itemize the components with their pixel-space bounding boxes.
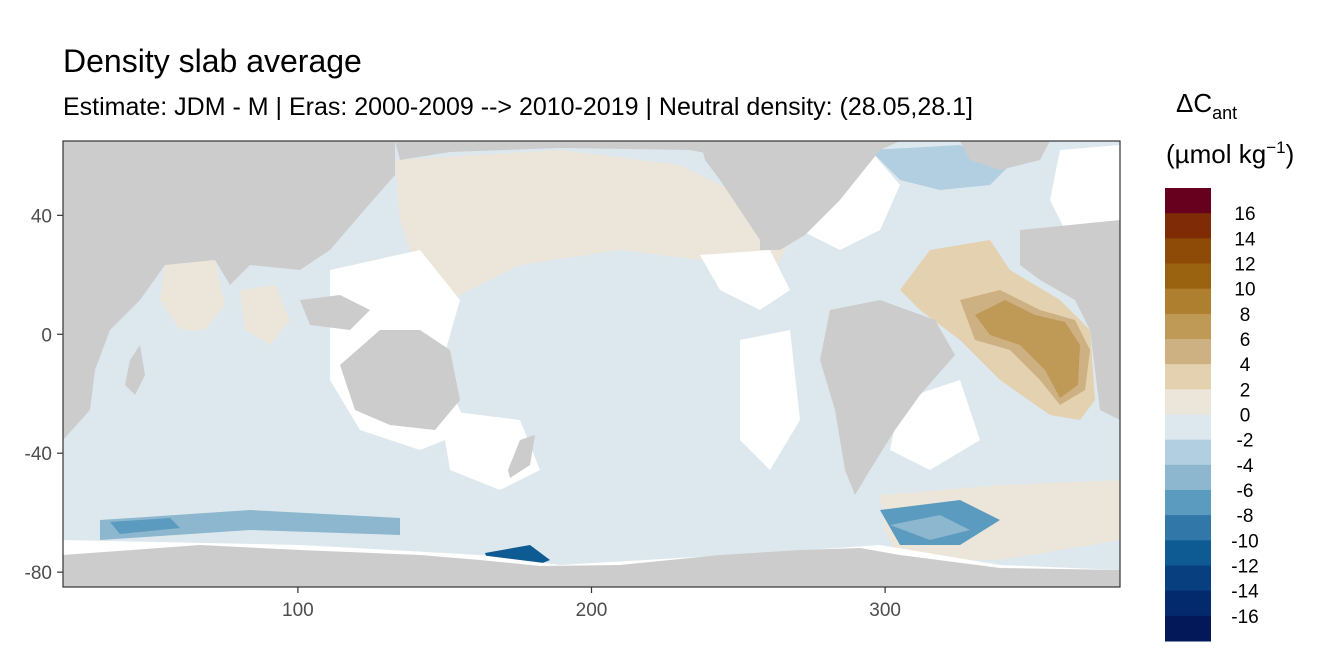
map-layer	[63, 141, 1120, 587]
chart-subtitle: Estimate: JDM - M | Eras: 2000-2009 --> …	[63, 93, 973, 121]
legend-label: 0	[1240, 406, 1251, 427]
legend-color-step	[1165, 590, 1211, 617]
legend-label: 10	[1234, 280, 1255, 301]
legend-color-step	[1165, 213, 1211, 239]
land-madagascar	[125, 345, 145, 395]
legend-label: -4	[1237, 456, 1254, 477]
legend-color-step	[1165, 615, 1211, 642]
legend-label: -2	[1237, 431, 1254, 452]
land-africa-west	[1020, 220, 1120, 420]
legend-color-step	[1165, 263, 1211, 290]
x-tick-label: 100	[282, 600, 314, 621]
legend-label: 12	[1234, 255, 1255, 276]
chart-title: Density slab average	[63, 43, 362, 79]
legend-color-step	[1165, 238, 1211, 264]
land-maritime-continent	[300, 295, 370, 330]
legend-color-step	[1165, 439, 1211, 466]
legend: ΔCant (µmol kg−1) 16 14 12 10 8 6 4 2 0 -2 -4 -6 -8 -…	[1165, 88, 1294, 642]
legend-label: 6	[1240, 330, 1251, 351]
legend-label: -10	[1231, 531, 1258, 552]
southern-indian-negative	[100, 510, 400, 540]
legend-label: -6	[1237, 481, 1254, 502]
legend-label: 16	[1234, 204, 1255, 225]
legend-label: 4	[1240, 355, 1251, 376]
legend-color-step	[1165, 313, 1211, 340]
legend-label: -14	[1231, 582, 1259, 603]
x-tick-label: 200	[576, 600, 608, 621]
land-australia	[340, 330, 460, 430]
y-tick-label: -80	[25, 563, 52, 584]
land-north-america	[700, 141, 900, 250]
north-indian-region	[160, 260, 225, 330]
land-greenland	[960, 141, 1050, 170]
legend-label: 8	[1240, 305, 1251, 326]
north-pacific-region	[395, 150, 790, 300]
legend-color-step	[1165, 339, 1211, 365]
land-south-america	[820, 300, 955, 495]
legend-color-step	[1165, 414, 1211, 441]
land-antarctica	[63, 545, 1120, 587]
y-tick-label: -40	[25, 444, 52, 465]
legend-label: 2	[1240, 380, 1251, 401]
legend-title-line1: ΔCant	[1176, 88, 1237, 123]
legend-color-step	[1165, 515, 1211, 541]
land-new-zealand	[508, 435, 535, 478]
legend-label: -16	[1231, 607, 1258, 628]
tropical-atlantic-high	[975, 300, 1080, 398]
land-eurasia-africa	[63, 141, 395, 440]
y-tick-label: 40	[31, 206, 52, 227]
legend-label: -8	[1237, 506, 1254, 527]
bay-of-bengal-region	[240, 285, 290, 345]
legend-color-step	[1165, 565, 1211, 592]
weddell-sea-low	[890, 515, 970, 540]
legend-color-step	[1165, 364, 1211, 390]
legend-colorbar: 16 14 12 10 8 6 4 2 0 -2 -4 -6 -8 -10 -12 -14 -16	[1165, 188, 1259, 642]
legend-label: 14	[1234, 229, 1256, 250]
legend-color-step	[1165, 288, 1211, 315]
legend-title-line2: (µmol kg−1)	[1166, 138, 1294, 169]
legend-color-step	[1165, 490, 1211, 516]
legend-label: -12	[1231, 557, 1258, 578]
southern-indian-strong	[110, 518, 180, 534]
legend-color-step	[1165, 188, 1211, 214]
legend-color-step	[1165, 540, 1211, 566]
unsampled-east-pacific-shelf	[740, 330, 800, 470]
legend-color-step	[1165, 389, 1211, 415]
unsampled-gulf-mexico	[700, 250, 790, 310]
x-tick-label: 300	[869, 600, 901, 621]
legend-color-step	[1165, 464, 1211, 491]
y-tick-label: 0	[41, 325, 52, 346]
